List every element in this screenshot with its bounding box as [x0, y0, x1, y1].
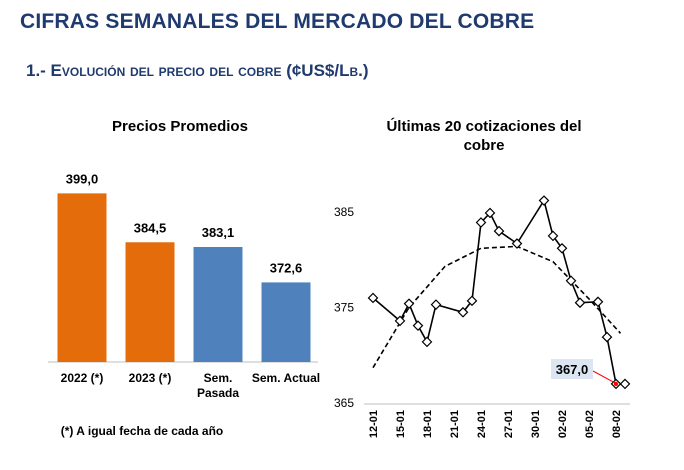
page-title: CIFRAS SEMANALES DEL MERCADO DEL COBRE — [20, 10, 535, 33]
bar-chart: Precios Promedios 399,0 2022 (*) 384,5 2023… — [48, 118, 320, 438]
price-marker — [430, 299, 442, 310]
x-tick-label: 12-01 — [368, 410, 380, 438]
price-marker — [421, 336, 433, 348]
price-marker — [403, 298, 415, 310]
bar-value-label: 372,6 — [270, 260, 303, 275]
price-marker — [565, 275, 577, 287]
x-tick-label: 08-02 — [611, 410, 623, 438]
line-chart-title-part-2: cobre — [464, 137, 505, 154]
price-marker — [601, 331, 613, 343]
price-marker — [394, 315, 406, 327]
price-marker — [484, 207, 496, 219]
price-marker — [619, 378, 631, 390]
price-marker — [475, 217, 487, 228]
bar-category-label: Pasada — [197, 386, 239, 400]
annotation-box — [551, 359, 593, 379]
line-chart: Últimas 20 cotizaciones del cobre 365 375… — [334, 117, 631, 438]
bar — [125, 242, 175, 362]
x-tick-label: 02-02 — [557, 410, 569, 438]
annotation-label: 367,0 — [556, 362, 589, 377]
x-tick-label: 27-01 — [503, 410, 515, 438]
price-marker — [547, 230, 559, 242]
y-tick-label: 375 — [334, 301, 354, 315]
price-marker — [457, 306, 469, 318]
annotation-point — [613, 381, 619, 387]
bar-value-label: 383,1 — [202, 225, 235, 240]
bar — [261, 282, 311, 362]
bar-chart-title: Precios Promedios — [112, 118, 248, 135]
bar-value-label: 384,5 — [134, 220, 167, 235]
price-marker — [367, 292, 379, 304]
line-chart-title-line-1: Últimas 20 cotizaciones del — [386, 117, 581, 135]
section-title: 1.- Evolución del precio del cobre (¢US$… — [26, 61, 369, 80]
bar-category-label: Sem. Actual — [252, 371, 320, 385]
bar-category-label: 2023 (*) — [129, 371, 172, 385]
x-tick-label: 15-01 — [395, 410, 407, 438]
x-tick-label: 05-02 — [584, 410, 596, 438]
x-tick-label: 21-01 — [449, 410, 461, 438]
x-tick-label: 30-01 — [530, 410, 542, 438]
x-tick-label: 18-01 — [422, 410, 434, 438]
price-marker — [538, 195, 550, 206]
price-marker — [511, 238, 523, 249]
price-marker — [592, 296, 604, 308]
trend-line — [372, 245, 622, 369]
bar-category-label: 2022 (*) — [61, 371, 104, 385]
y-tick-label: 385 — [334, 205, 354, 219]
line-chart-title-line-2: cobre — [464, 137, 505, 154]
bar — [193, 246, 243, 362]
bar-category-label: Sem. — [204, 371, 233, 385]
x-tick-label: 24-01 — [476, 410, 488, 438]
price-marker — [574, 297, 586, 309]
bar-chart-footnote: (*) A igual fecha de cada año — [61, 424, 223, 438]
price-marker — [466, 295, 478, 307]
price-marker — [556, 242, 568, 254]
line-chart-title-part-1: Últimas 20 cotizaciones del — [386, 117, 581, 135]
annotation-leader — [592, 370, 616, 384]
y-tick-label: 365 — [334, 396, 354, 410]
bar — [57, 193, 107, 362]
price-marker — [493, 225, 505, 237]
price-marker — [412, 320, 424, 331]
bar-value-label: 399,0 — [66, 171, 99, 186]
